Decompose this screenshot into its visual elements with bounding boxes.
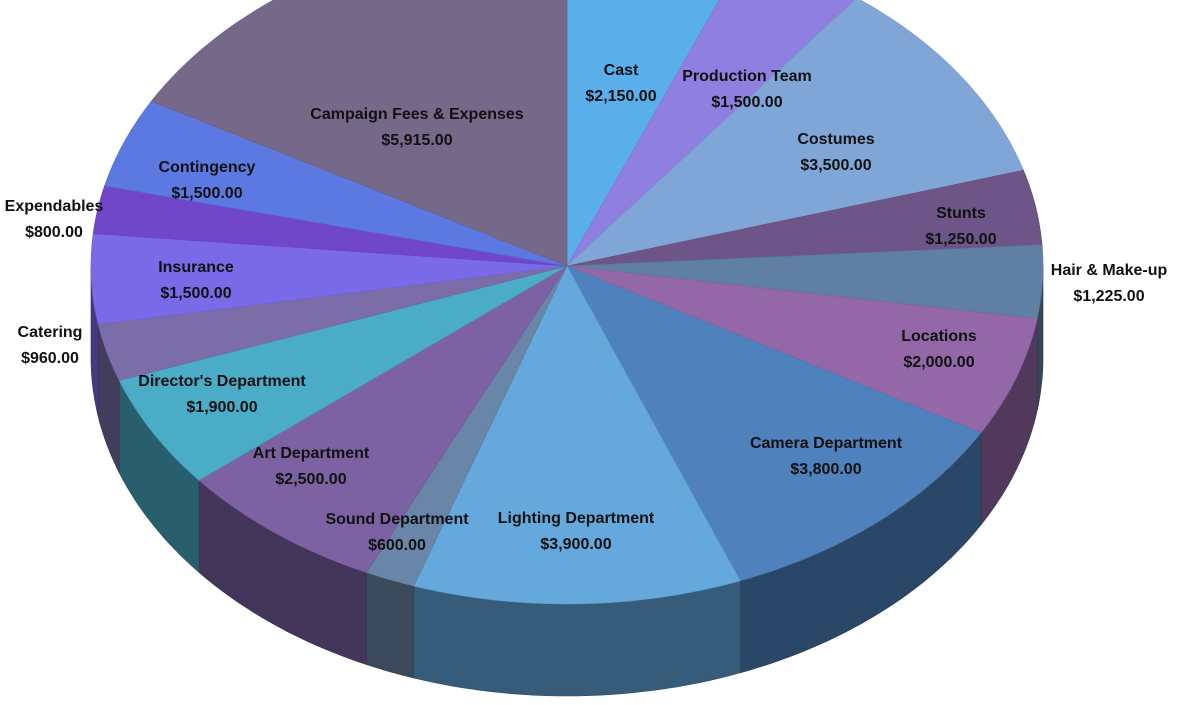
slice-hair-and-make-up <box>566 244 1044 320</box>
slice-value-contingency: $1,500.00 <box>171 185 242 202</box>
slice-value-lighting-department: $3,900.00 <box>540 536 611 553</box>
slice-value-catering: $960.00 <box>21 350 79 367</box>
pie-sides <box>90 266 1044 697</box>
slice-value-director-s-department: $1,900.00 <box>186 399 257 416</box>
slice-label-art-department: Art Department <box>253 445 370 462</box>
slice-label-camera-department: Camera Department <box>750 435 903 452</box>
slice-value-costumes: $3,500.00 <box>800 157 871 174</box>
slice-label-expendables: Expendables <box>5 198 104 215</box>
slice-side-sound-department <box>366 572 415 679</box>
slice-sound-department <box>365 265 568 587</box>
slice-label-catering: Catering <box>18 324 83 341</box>
slice-costumes <box>565 0 1024 267</box>
slice-stunts <box>566 169 1043 267</box>
slice-label-locations: Locations <box>901 328 977 345</box>
slice-value-insurance: $1,500.00 <box>160 285 231 302</box>
slice-catering <box>97 265 568 381</box>
slice-label-cast: Cast <box>604 62 639 79</box>
slice-director-s-department <box>118 265 568 481</box>
slice-expendables <box>92 185 568 267</box>
slice-value-cast: $2,150.00 <box>585 88 656 105</box>
slice-camera-department <box>566 265 982 582</box>
slice-value-production-team: $1,500.00 <box>711 94 782 111</box>
slice-value-sound-department: $600.00 <box>368 537 426 554</box>
slice-value-locations: $2,000.00 <box>903 354 974 371</box>
slice-lighting-department <box>413 265 741 605</box>
slice-contingency <box>104 100 568 267</box>
slice-label-lighting-department: Lighting Department <box>498 510 655 527</box>
slice-label-costumes: Costumes <box>797 131 874 148</box>
pie-top-slices <box>90 0 1044 605</box>
slice-value-campaign-fees-and-expenses: $5,915.00 <box>381 132 452 149</box>
slice-insurance <box>90 233 568 325</box>
pie-labels: Cast $2,150.00 Production Team $1,500.00 Cos… <box>5 62 1168 554</box>
slice-label-campaign-fees-and-expenses: Campaign Fees & Expenses <box>310 106 524 123</box>
slice-label-production-team: Production Team <box>682 68 812 85</box>
slice-value-hair-and-make-up: $1,225.00 <box>1073 288 1144 305</box>
slice-value-expendables: $800.00 <box>25 224 83 241</box>
slice-label-hair-and-make-up: Hair & Make-up <box>1051 262 1168 279</box>
slice-label-contingency: Contingency <box>159 159 256 176</box>
slice-locations <box>566 265 1038 434</box>
slice-label-sound-department: Sound Department <box>325 511 469 528</box>
slice-label-stunts: Stunts <box>936 205 986 222</box>
slice-art-department <box>198 265 568 573</box>
slice-campaign-fees-and-expenses <box>150 0 568 267</box>
slice-value-camera-department: $3,800.00 <box>790 461 861 478</box>
slice-label-director-s-department: Director's Department <box>138 373 306 390</box>
slice-value-stunts: $1,250.00 <box>925 231 996 248</box>
slice-value-art-department: $2,500.00 <box>275 471 346 488</box>
slice-label-insurance: Insurance <box>158 259 234 276</box>
